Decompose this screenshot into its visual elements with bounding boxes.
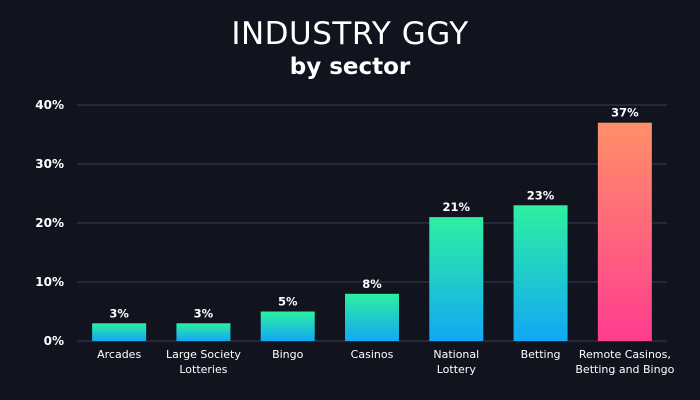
- data-label: 5%: [278, 295, 298, 309]
- x-category-label: Large Society Lotteries: [166, 348, 241, 376]
- bar: [597, 122, 652, 341]
- data-label: 23%: [527, 188, 555, 202]
- bar: [260, 311, 315, 341]
- y-tick-label: 40%: [35, 98, 64, 112]
- data-label: 8%: [362, 277, 382, 291]
- data-labels: 3% 3% 5% 8% 21% 23% 37%: [109, 106, 639, 321]
- y-axis-ticks: 0% 10% 20% 30% 40%: [35, 98, 64, 348]
- bar: [429, 217, 484, 341]
- x-category-label: Bingo: [272, 348, 304, 361]
- x-category-label: Arcades: [97, 348, 141, 361]
- y-tick-label: 0%: [44, 334, 64, 348]
- chart-subtitle: by sector: [289, 54, 411, 80]
- bar: [345, 293, 399, 341]
- bar: [513, 205, 568, 341]
- x-category-label: Remote Casinos, Betting and Bingo: [575, 348, 674, 376]
- y-tick-label: 10%: [35, 275, 64, 289]
- bars: [92, 122, 652, 341]
- x-category-label: Betting: [521, 348, 561, 361]
- x-category-label: National Lottery: [433, 348, 479, 376]
- x-axis-categories: Arcades Large Society Lotteries Bingo Casino…: [97, 348, 674, 376]
- data-label: 3%: [194, 306, 214, 320]
- bar: [176, 323, 231, 341]
- data-label: 3%: [109, 306, 129, 320]
- data-label: 21%: [443, 200, 471, 214]
- x-category-label: Casinos: [351, 348, 394, 361]
- data-label: 37%: [611, 106, 639, 120]
- chart-title: INDUSTRY GGY: [231, 16, 469, 52]
- y-tick-label: 20%: [35, 216, 64, 230]
- bar: [92, 323, 147, 341]
- y-tick-label: 30%: [35, 157, 64, 171]
